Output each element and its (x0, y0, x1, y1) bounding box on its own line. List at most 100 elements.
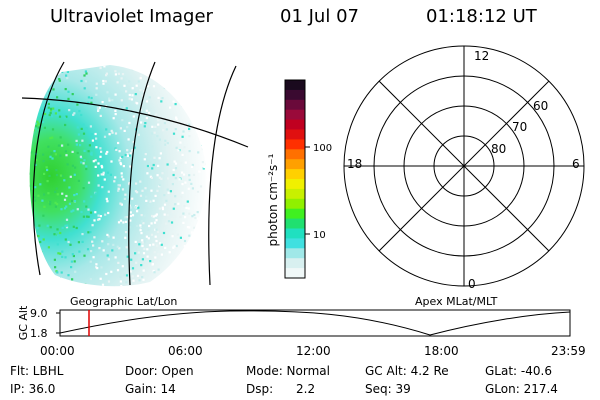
auroral-speckle (187, 68, 190, 71)
auroral-speckle (146, 85, 150, 88)
auroral-speckle (139, 180, 142, 183)
auroral-speckle (180, 161, 183, 164)
auroral-speckle (114, 147, 117, 150)
auroral-speckle (41, 120, 45, 124)
meridian-line-3 (208, 65, 237, 286)
auroral-speckle (74, 166, 77, 169)
auroral-speckle (114, 73, 117, 76)
auroral-speckle (95, 82, 98, 85)
auroral-speckle (134, 114, 137, 117)
auroral-speckle (85, 127, 88, 130)
auroral-speckle (129, 270, 132, 273)
auroral-speckle (64, 224, 67, 227)
auroral-speckle (161, 172, 164, 175)
auroral-speckle (117, 221, 121, 224)
auroral-speckle (85, 215, 89, 218)
auroral-speckle (35, 158, 38, 162)
auroral-speckle (42, 238, 45, 241)
colorbar-band (285, 89, 305, 101)
auroral-speckle (184, 277, 187, 280)
auroral-speckle (119, 219, 123, 222)
auroral-speckle (152, 163, 155, 167)
auroral-speckle (197, 132, 200, 135)
auroral-speckle (65, 154, 68, 157)
auroral-speckle (58, 109, 61, 112)
auroral-speckle (180, 272, 184, 275)
auroral-speckle (94, 211, 97, 214)
auroral-speckle (66, 70, 69, 73)
auroral-speckle (204, 137, 207, 140)
auroral-speckle (153, 221, 157, 224)
auroral-speckle (82, 187, 85, 190)
colorbar: 100 10 photon cm⁻²s⁻¹ (266, 79, 332, 279)
auroral-speckle (41, 235, 44, 239)
auroral-speckle (174, 167, 178, 170)
auroral-speckle (182, 251, 185, 254)
auroral-speckle (97, 184, 100, 187)
auroral-speckle (163, 122, 166, 125)
auroral-speckle (65, 194, 68, 198)
auroral-speckle (158, 184, 161, 187)
auroral-speckle (188, 174, 191, 177)
auroral-speckle (108, 99, 111, 102)
auroral-speckle (43, 66, 46, 69)
auroral-speckle (202, 261, 205, 264)
auroral-speckle (43, 172, 46, 175)
auroral-speckle (30, 276, 33, 279)
auroral-speckle (129, 214, 132, 218)
auroral-speckle (175, 277, 178, 280)
auroral-speckle (85, 167, 88, 171)
auroral-speckle (101, 101, 104, 104)
auroral-speckle (107, 280, 111, 283)
auroral-speckle (60, 208, 63, 211)
auroral-speckle (140, 232, 143, 235)
auroral-speckle (99, 155, 102, 158)
auroral-speckle (131, 87, 134, 90)
auroral-speckle (182, 212, 185, 215)
auroral-speckle (200, 67, 203, 70)
colorbar-band (285, 99, 305, 111)
auroral-speckle (183, 266, 187, 269)
auroral-speckle (43, 72, 46, 75)
auroral-speckle (99, 215, 102, 218)
auroral-speckle (125, 216, 128, 219)
auroral-speckle (204, 146, 207, 149)
auroral-speckle (70, 260, 73, 263)
auroral-speckle (136, 224, 139, 228)
auroral-speckle (38, 224, 41, 227)
auroral-speckle (34, 186, 37, 189)
auroral-speckle (67, 240, 70, 244)
auroral-speckle (80, 79, 83, 83)
auroral-speckle (198, 280, 201, 283)
auroral-speckle (30, 277, 33, 281)
auroral-speckle (129, 211, 132, 214)
auroral-speckle (97, 108, 100, 111)
auroral-speckle (188, 226, 191, 229)
auroral-speckle (145, 117, 148, 120)
auroral-speckle (95, 146, 98, 149)
auroral-speckle (150, 158, 153, 161)
auroral-speckle (130, 63, 132, 65)
auroral-speckle (155, 113, 158, 116)
auroral-speckle (124, 153, 127, 157)
auroral-speckle (102, 249, 105, 252)
image-header: Ultraviolet Imager 01 Jul 07 01:18:12 UT (0, 6, 600, 34)
auroral-speckle (134, 248, 137, 251)
auroral-speckle (43, 205, 46, 208)
auroral-speckle (188, 129, 191, 132)
auroral-speckle (45, 285, 48, 287)
auroral-speckle (157, 123, 160, 126)
auroral-speckle (126, 255, 129, 258)
auroral-speckle (49, 107, 53, 110)
auroral-speckle (32, 114, 35, 117)
auroral-speckle (136, 191, 139, 194)
auroral-speckle (173, 78, 176, 82)
auroral-speckle (85, 72, 88, 75)
auroral-speckle (63, 116, 66, 119)
auroral-speckle (82, 215, 85, 218)
auroral-speckle (192, 92, 195, 95)
auroral-speckle (200, 258, 203, 262)
auroral-speckle (47, 81, 50, 84)
auroral-speckle (120, 285, 123, 287)
auroral-speckle (205, 244, 207, 247)
